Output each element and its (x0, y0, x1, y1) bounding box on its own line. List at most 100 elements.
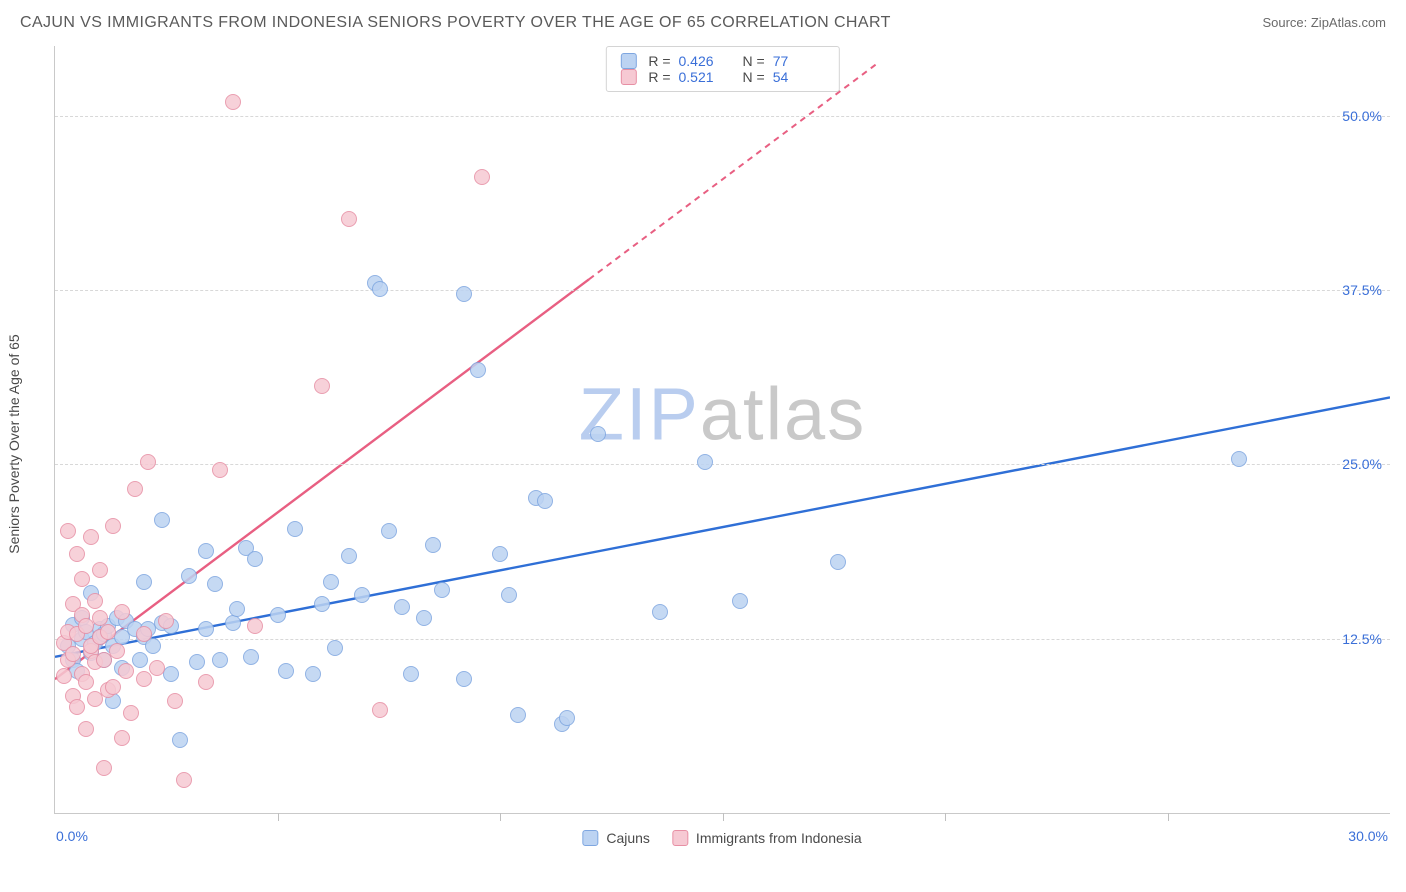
data-point (416, 610, 432, 626)
data-point (109, 643, 125, 659)
data-point (96, 760, 112, 776)
data-point (83, 529, 99, 545)
trend-line (55, 279, 589, 679)
data-point (732, 593, 748, 609)
data-point (114, 730, 130, 746)
data-point (305, 666, 321, 682)
data-point (697, 454, 713, 470)
y-tick-label: 50.0% (1342, 108, 1382, 124)
data-point (225, 615, 241, 631)
data-point (341, 211, 357, 227)
source-label: Source: ZipAtlas.com (1262, 15, 1386, 30)
data-point (181, 568, 197, 584)
x-tick (1168, 813, 1169, 821)
data-point (136, 671, 152, 687)
data-point (176, 772, 192, 788)
legend-item: Cajuns (582, 830, 650, 846)
chart-title: CAJUN VS IMMIGRANTS FROM INDONESIA SENIO… (20, 14, 891, 32)
data-point (434, 582, 450, 598)
data-point (118, 663, 134, 679)
data-point (87, 593, 103, 609)
y-tick-label: 12.5% (1342, 631, 1382, 647)
data-point (212, 652, 228, 668)
data-point (105, 518, 121, 534)
data-point (456, 671, 472, 687)
data-point (56, 668, 72, 684)
data-point (105, 679, 121, 695)
data-point (314, 596, 330, 612)
chart-area: Seniors Poverty Over the Age of 65 ZIPat… (54, 46, 1390, 842)
data-point (78, 721, 94, 737)
data-point (136, 574, 152, 590)
data-point (590, 426, 606, 442)
data-point (78, 674, 94, 690)
data-point (158, 613, 174, 629)
data-point (474, 169, 490, 185)
data-point (154, 512, 170, 528)
data-point (100, 624, 116, 640)
data-point (167, 693, 183, 709)
data-point (456, 286, 472, 302)
stat-r-value: 0.426 (679, 53, 731, 69)
trend-lines (55, 46, 1390, 813)
data-point (372, 702, 388, 718)
legend-label: Cajuns (606, 830, 650, 846)
legend-swatch (620, 69, 636, 85)
legend-stats-row: R =0.426N =77 (620, 53, 824, 69)
data-point (394, 599, 410, 615)
legend-swatch (620, 53, 636, 69)
data-point (114, 604, 130, 620)
data-point (372, 281, 388, 297)
legend-stats-row: R =0.521N =54 (620, 69, 824, 85)
data-point (510, 707, 526, 723)
data-point (172, 732, 188, 748)
data-point (652, 604, 668, 620)
data-point (69, 546, 85, 562)
data-point (140, 454, 156, 470)
data-point (492, 546, 508, 562)
gridline-h (55, 116, 1390, 117)
x-tick (278, 813, 279, 821)
x-tick (500, 813, 501, 821)
legend-item: Immigrants from Indonesia (672, 830, 862, 846)
legend-swatch (672, 830, 688, 846)
data-point (65, 646, 81, 662)
data-point (278, 663, 294, 679)
legend-label: Immigrants from Indonesia (696, 830, 862, 846)
data-point (403, 666, 419, 682)
legend-bottom: Cajuns Immigrants from Indonesia (582, 830, 861, 846)
y-axis-label: Seniors Poverty Over the Age of 65 (6, 334, 22, 553)
data-point (323, 574, 339, 590)
x-tick (723, 813, 724, 821)
watermark: ZIPatlas (579, 372, 866, 457)
legend-swatch (582, 830, 598, 846)
data-point (381, 523, 397, 539)
data-point (501, 587, 517, 603)
trend-line-dashed (589, 63, 878, 280)
data-point (212, 462, 228, 478)
stat-r-label: R = (648, 69, 670, 85)
data-point (132, 652, 148, 668)
stat-n-label: N = (743, 69, 765, 85)
data-point (314, 378, 330, 394)
data-point (287, 521, 303, 537)
data-point (92, 562, 108, 578)
data-point (74, 571, 90, 587)
data-point (60, 523, 76, 539)
data-point (470, 362, 486, 378)
data-point (198, 621, 214, 637)
data-point (559, 710, 575, 726)
stat-n-value: 54 (773, 69, 825, 85)
data-point (198, 543, 214, 559)
data-point (341, 548, 357, 564)
y-tick-label: 37.5% (1342, 282, 1382, 298)
data-point (247, 551, 263, 567)
data-point (229, 601, 245, 617)
data-point (830, 554, 846, 570)
data-point (270, 607, 286, 623)
data-point (537, 493, 553, 509)
data-point (136, 626, 152, 642)
legend-stats: R =0.426N =77R =0.521N =54 (605, 46, 839, 92)
y-tick-label: 25.0% (1342, 456, 1382, 472)
plot-area: ZIPatlas 12.5%25.0%37.5%50.0%R =0.426N =… (54, 46, 1390, 814)
